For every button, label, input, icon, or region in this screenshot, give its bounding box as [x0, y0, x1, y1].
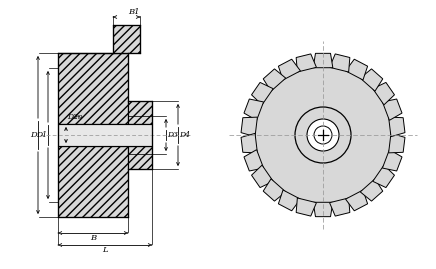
Polygon shape [296, 198, 317, 216]
Polygon shape [388, 133, 405, 153]
Polygon shape [360, 69, 383, 91]
Polygon shape [373, 165, 395, 187]
Circle shape [307, 119, 339, 151]
Polygon shape [241, 133, 257, 153]
Polygon shape [113, 25, 140, 53]
Polygon shape [279, 59, 300, 80]
Text: D2: D2 [67, 113, 78, 121]
Polygon shape [296, 54, 317, 72]
Polygon shape [330, 54, 350, 72]
Text: B1: B1 [129, 8, 140, 16]
Polygon shape [279, 190, 300, 211]
Polygon shape [58, 124, 152, 146]
Polygon shape [252, 82, 273, 105]
Text: D3: D3 [167, 131, 178, 139]
Polygon shape [313, 202, 333, 217]
Polygon shape [58, 53, 128, 124]
Text: D4: D4 [179, 131, 190, 139]
Text: H9: H9 [74, 115, 83, 120]
Circle shape [314, 126, 332, 144]
Text: L: L [102, 246, 108, 254]
Polygon shape [252, 165, 273, 187]
Text: D1: D1 [36, 131, 47, 139]
Circle shape [255, 67, 391, 203]
Polygon shape [360, 179, 383, 201]
Polygon shape [241, 117, 257, 137]
Polygon shape [382, 150, 402, 171]
Polygon shape [128, 101, 152, 124]
Text: B: B [90, 234, 96, 242]
Polygon shape [373, 82, 395, 105]
Polygon shape [313, 53, 333, 68]
Polygon shape [263, 69, 286, 91]
Polygon shape [346, 190, 368, 211]
Polygon shape [244, 99, 264, 120]
Text: D: D [30, 131, 37, 139]
Polygon shape [330, 198, 350, 216]
Polygon shape [128, 146, 152, 169]
Polygon shape [346, 59, 368, 80]
Polygon shape [58, 146, 128, 217]
Polygon shape [382, 99, 402, 120]
Polygon shape [263, 179, 286, 201]
Polygon shape [388, 117, 405, 137]
Circle shape [295, 107, 351, 163]
Polygon shape [244, 150, 264, 171]
